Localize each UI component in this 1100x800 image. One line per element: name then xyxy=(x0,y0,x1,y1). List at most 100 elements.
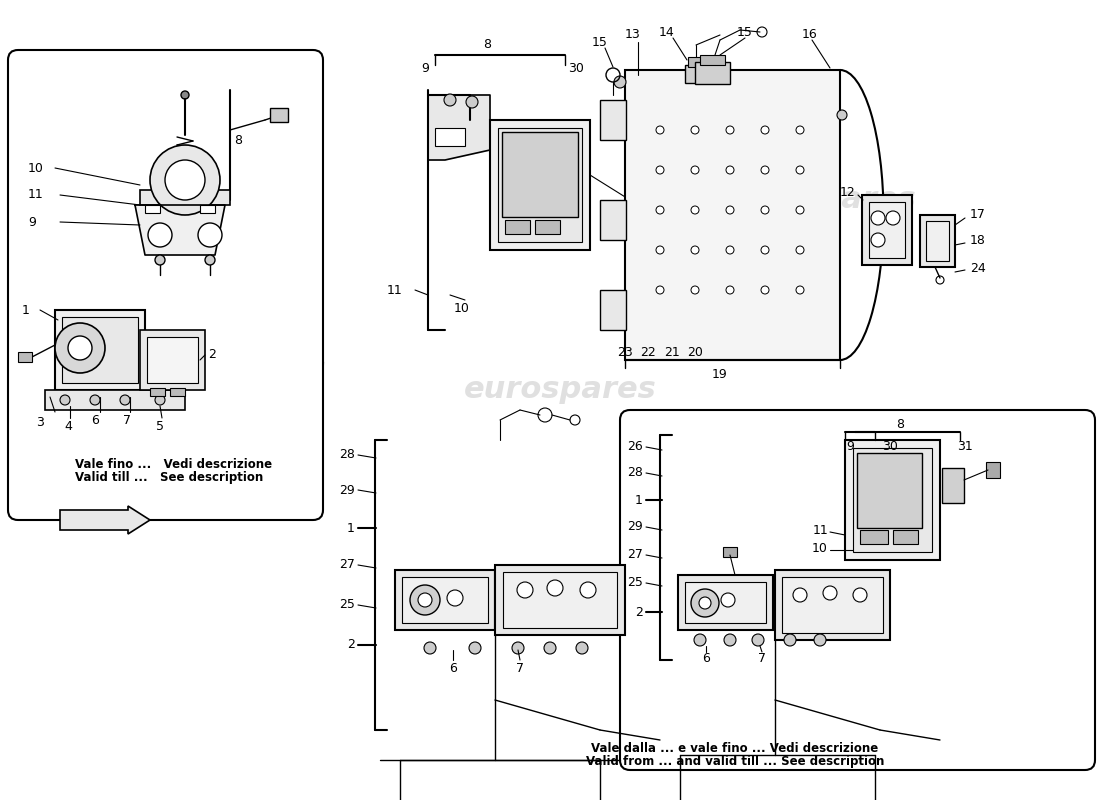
Bar xyxy=(869,202,905,258)
Text: 23: 23 xyxy=(617,346,632,358)
Bar xyxy=(200,205,214,213)
Text: 25: 25 xyxy=(339,598,355,611)
Circle shape xyxy=(155,395,165,405)
Circle shape xyxy=(198,223,222,247)
Text: 6: 6 xyxy=(702,651,710,665)
Circle shape xyxy=(796,166,804,174)
Text: 5: 5 xyxy=(156,421,164,434)
Circle shape xyxy=(814,634,826,646)
Text: 11: 11 xyxy=(812,523,828,537)
Bar xyxy=(140,330,205,390)
Text: 30: 30 xyxy=(882,439,898,453)
Circle shape xyxy=(796,206,804,214)
Bar xyxy=(495,565,625,635)
Text: 12: 12 xyxy=(839,186,855,198)
Text: 6: 6 xyxy=(449,662,456,674)
Circle shape xyxy=(205,255,214,265)
Circle shape xyxy=(726,206,734,214)
Circle shape xyxy=(656,166,664,174)
Circle shape xyxy=(852,588,867,602)
Circle shape xyxy=(823,586,837,600)
Bar xyxy=(503,572,617,628)
Bar xyxy=(700,55,725,65)
Text: 6: 6 xyxy=(91,414,99,426)
Bar xyxy=(782,577,883,633)
Circle shape xyxy=(761,246,769,254)
Text: 16: 16 xyxy=(802,29,818,42)
FancyArrow shape xyxy=(60,506,150,534)
Text: 15: 15 xyxy=(737,26,752,38)
Bar xyxy=(776,570,890,640)
Circle shape xyxy=(691,286,698,294)
Text: 2: 2 xyxy=(208,349,216,362)
Circle shape xyxy=(691,246,698,254)
Text: 24: 24 xyxy=(970,262,986,274)
Circle shape xyxy=(466,96,478,108)
Text: 9: 9 xyxy=(421,62,429,74)
Circle shape xyxy=(691,589,719,617)
Bar xyxy=(857,453,922,528)
Circle shape xyxy=(512,642,524,654)
Text: 19: 19 xyxy=(712,369,728,382)
Text: 7: 7 xyxy=(123,414,131,426)
Bar xyxy=(505,220,530,234)
Text: 1: 1 xyxy=(348,522,355,534)
Bar xyxy=(852,448,932,552)
FancyBboxPatch shape xyxy=(8,50,323,520)
Text: eurospares: eurospares xyxy=(133,355,327,385)
Bar xyxy=(600,290,626,330)
Text: 15: 15 xyxy=(592,35,608,49)
Circle shape xyxy=(148,223,172,247)
Bar xyxy=(600,200,626,240)
Circle shape xyxy=(691,166,698,174)
Bar xyxy=(140,190,230,205)
Bar xyxy=(402,577,488,623)
Text: 30: 30 xyxy=(568,62,584,74)
Circle shape xyxy=(547,580,563,596)
Circle shape xyxy=(726,166,734,174)
Text: 3: 3 xyxy=(36,417,44,430)
Text: 11: 11 xyxy=(28,189,44,202)
Circle shape xyxy=(182,91,189,99)
Circle shape xyxy=(691,126,698,134)
Text: 22: 22 xyxy=(640,346,656,358)
Text: 1: 1 xyxy=(635,494,643,506)
Bar xyxy=(688,57,704,67)
Bar xyxy=(625,70,840,360)
Circle shape xyxy=(761,166,769,174)
Text: Valid till ...   See description: Valid till ... See description xyxy=(75,470,263,483)
Text: 18: 18 xyxy=(970,234,986,246)
Text: 8: 8 xyxy=(234,134,242,146)
Bar xyxy=(147,337,198,383)
Bar xyxy=(535,220,560,234)
Polygon shape xyxy=(135,205,226,255)
Bar xyxy=(270,108,288,122)
Circle shape xyxy=(656,286,664,294)
Text: 8: 8 xyxy=(483,38,491,51)
Circle shape xyxy=(796,126,804,134)
Circle shape xyxy=(761,206,769,214)
Circle shape xyxy=(752,634,764,646)
Text: 29: 29 xyxy=(627,521,644,534)
Circle shape xyxy=(68,336,92,360)
Bar xyxy=(45,390,185,410)
Polygon shape xyxy=(428,95,490,160)
Circle shape xyxy=(424,642,436,654)
Circle shape xyxy=(418,593,432,607)
Circle shape xyxy=(55,323,104,373)
Circle shape xyxy=(544,642,556,654)
Circle shape xyxy=(656,126,664,134)
Circle shape xyxy=(784,634,796,646)
Bar xyxy=(845,440,940,560)
Text: 10: 10 xyxy=(812,542,828,554)
Text: 9: 9 xyxy=(28,215,36,229)
Text: 1: 1 xyxy=(22,303,30,317)
Circle shape xyxy=(410,585,440,615)
Text: 2: 2 xyxy=(348,638,355,651)
Circle shape xyxy=(656,206,664,214)
Bar xyxy=(685,65,707,83)
Bar xyxy=(179,187,191,192)
Text: Valid from ... and valid till ... See description: Valid from ... and valid till ... See de… xyxy=(586,755,884,769)
Bar xyxy=(150,388,165,396)
Text: eurospares: eurospares xyxy=(724,546,916,574)
